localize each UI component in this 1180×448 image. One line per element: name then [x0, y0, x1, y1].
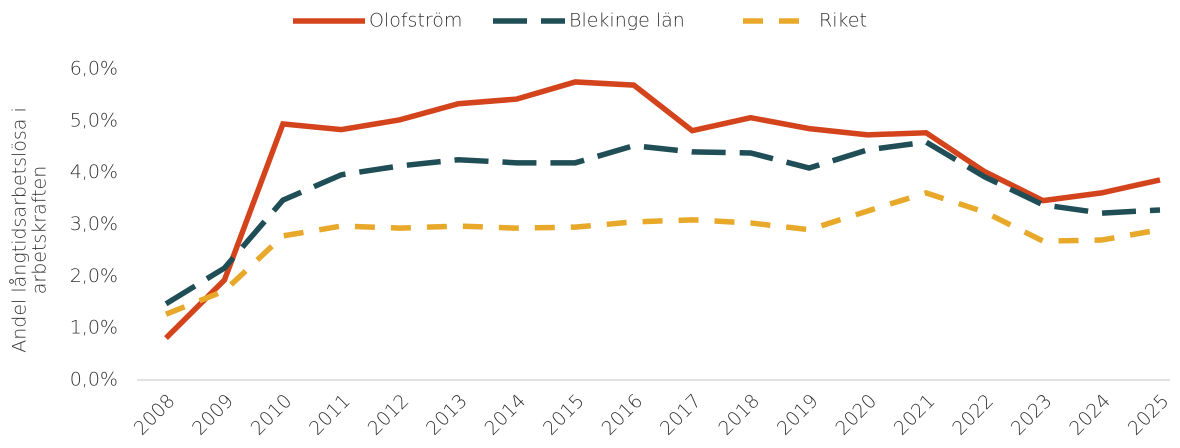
y-label-line: arbetskraften	[29, 166, 51, 295]
x-tick-label: 2025	[1124, 390, 1174, 440]
y-tick-label: 5,0%	[70, 109, 118, 131]
x-tick-label: 2009	[188, 390, 238, 440]
x-tick-label: 2014	[480, 390, 530, 440]
series-line	[164, 139, 1161, 307]
x-tick-label: 2012	[364, 390, 414, 440]
y-axis-title: Andel långtidsarbetslösa i arbetskraften	[9, 107, 51, 352]
x-tick-label: 2008	[130, 390, 180, 440]
x-tick-label: 2010	[247, 390, 297, 440]
y-tick-label: 1,0%	[70, 317, 118, 339]
series-line	[164, 189, 1161, 317]
x-tick-label: 2015	[539, 390, 589, 440]
x-tick-label: 2013	[422, 390, 472, 440]
series-line	[164, 79, 1161, 340]
x-tick-label: 2024	[1065, 390, 1115, 440]
y-tick-label: 6,0%	[70, 58, 118, 80]
x-tick-label: 2021	[890, 390, 940, 440]
x-tick-label: 2011	[305, 390, 355, 440]
legend-label: Olofström	[369, 10, 462, 32]
legend-label: Riket	[819, 10, 867, 32]
x-tick-label: 2020	[831, 390, 881, 440]
y-label-line: Andel långtidsarbetslösa i	[9, 107, 31, 352]
x-tick-label: 2017	[656, 390, 706, 440]
x-tick-label: 2023	[1007, 390, 1057, 440]
y-tick-label: 0,0%	[70, 369, 118, 391]
y-tick-label: 3,0%	[70, 213, 118, 235]
x-tick-label: 2018	[714, 390, 764, 440]
legend-label: Blekinge län	[569, 10, 685, 32]
y-tick-label: 4,0%	[70, 161, 118, 183]
x-tick-label: 2016	[597, 390, 647, 440]
x-tick-label: 2019	[773, 390, 823, 440]
y-tick-label: 2,0%	[70, 265, 118, 287]
x-tick-label: 2022	[948, 390, 998, 440]
